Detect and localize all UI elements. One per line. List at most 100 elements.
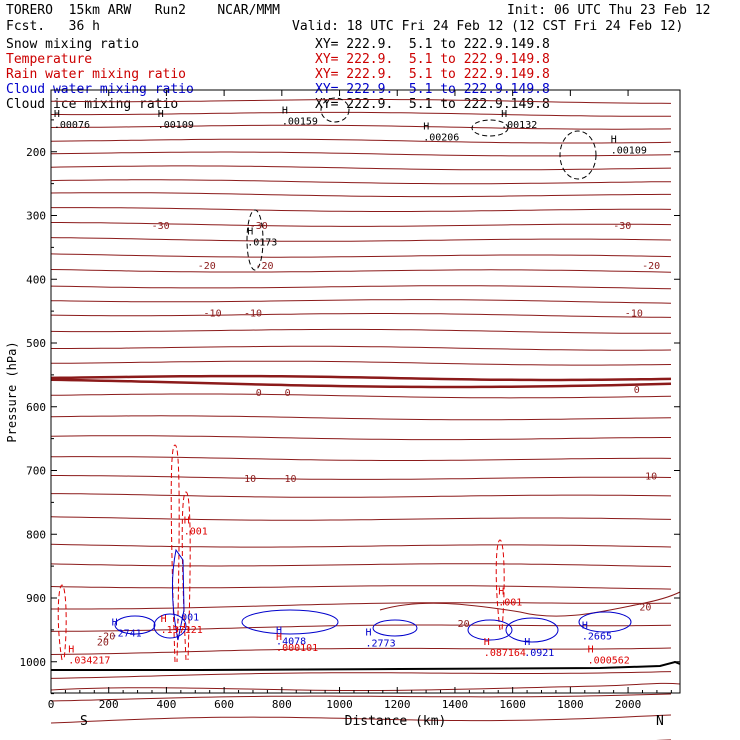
extremum-value: .00109 bbox=[611, 146, 647, 157]
isotherm-label: -30 bbox=[613, 221, 631, 232]
isotherm bbox=[50, 138, 672, 144]
x-tick-label: 800 bbox=[272, 698, 292, 711]
extremum-value: .000101 bbox=[276, 643, 318, 654]
isotherm bbox=[50, 624, 672, 632]
isotherm bbox=[51, 345, 672, 351]
x-tick-label: 1600 bbox=[499, 698, 526, 711]
isotherm bbox=[50, 192, 671, 198]
field-xy-rain: XY= 222.9. 5.1 to 222.9.149.8 bbox=[315, 67, 550, 82]
isotherm bbox=[50, 647, 672, 655]
rain-contour bbox=[495, 539, 505, 631]
contour-labels: -30 -30 -30 -20 -20 -20 -10 -10 -10 0 0 0 10 10 10 20 20… bbox=[54, 105, 660, 666]
isotherm bbox=[50, 313, 672, 318]
isotherm bbox=[50, 124, 672, 130]
extremum-marker: H bbox=[524, 637, 530, 648]
extremum-value: .087164 bbox=[484, 648, 526, 659]
extremum-value: .00076 bbox=[54, 120, 90, 131]
isotherm bbox=[51, 111, 672, 117]
x-tick-label: 400 bbox=[156, 698, 176, 711]
cloud-water-contour bbox=[578, 611, 632, 633]
isotherm-label: -20 bbox=[255, 261, 273, 272]
isotherm bbox=[50, 360, 672, 366]
extremum-value: .00109 bbox=[158, 120, 194, 131]
isotherm-label: -30 bbox=[152, 221, 170, 232]
isotherm bbox=[51, 207, 672, 212]
header-fcst: Fcst. 36 h bbox=[6, 19, 100, 34]
extremum-value: .2665 bbox=[582, 631, 612, 642]
snow-contour bbox=[320, 97, 350, 123]
isotherm-label: 20 bbox=[639, 602, 651, 613]
isotherm bbox=[50, 165, 672, 171]
end-label-south: S bbox=[80, 714, 88, 729]
cloud-water-contour bbox=[114, 615, 156, 635]
isotherm-label: 10 bbox=[645, 472, 657, 483]
isotherm bbox=[50, 253, 672, 258]
end-label-north: N bbox=[656, 714, 664, 729]
extremum-marker: H bbox=[501, 109, 507, 120]
terrain-line bbox=[51, 660, 681, 671]
y-tick-label: 800 bbox=[26, 528, 46, 541]
x-tick-label: 200 bbox=[99, 698, 119, 711]
isotherm bbox=[50, 585, 672, 590]
isotherm-label: -30 bbox=[250, 221, 268, 232]
extremum-marker: H bbox=[158, 109, 164, 120]
extremum-marker: H bbox=[498, 587, 504, 598]
x-tick-label: 0 bbox=[48, 698, 55, 711]
extremum-marker: H bbox=[588, 645, 594, 656]
x-axis-label: Distance (km) bbox=[345, 714, 447, 729]
extremum-value: .00159 bbox=[282, 116, 318, 127]
plot-frame bbox=[50, 89, 681, 694]
x-tick-label: 1800 bbox=[557, 698, 584, 711]
isotherm bbox=[50, 237, 672, 242]
y-tick-label: 1000 bbox=[20, 656, 47, 669]
extremum-marker: H bbox=[161, 614, 167, 625]
y-tick-label: 400 bbox=[26, 273, 46, 286]
field-name-cloud-ice: Cloud ice mixing ratio bbox=[6, 97, 179, 112]
extremum-value: .0921 bbox=[524, 648, 554, 659]
extremum-value: .001 bbox=[184, 526, 208, 537]
extremum-value: .034217 bbox=[68, 656, 110, 667]
rain-contour bbox=[181, 491, 191, 661]
extremum-marker: H bbox=[54, 109, 60, 120]
extremum-marker: H bbox=[247, 226, 253, 237]
extremum-marker: H bbox=[282, 105, 288, 116]
extremum-marker: H bbox=[276, 632, 282, 643]
isotherm bbox=[50, 328, 671, 334]
header-valid: Valid: 18 UTC Fri 24 Feb 12 (12 CST Fri … bbox=[292, 19, 684, 34]
isotherm bbox=[50, 693, 672, 702]
isotherm-label: 10 bbox=[284, 474, 296, 485]
x-tick-label: 2000 bbox=[615, 698, 642, 711]
isotherm bbox=[50, 516, 672, 521]
isotherm bbox=[51, 222, 672, 227]
extremum-value: -20 bbox=[97, 631, 115, 642]
isotherm bbox=[50, 435, 671, 441]
isotherm-label: 20 bbox=[458, 619, 470, 630]
isotherm-label: 0 bbox=[634, 385, 640, 396]
isotherm-boundary bbox=[50, 682, 681, 692]
precip-features bbox=[51, 97, 681, 671]
isotherm-label: 10 bbox=[244, 474, 256, 485]
isotherm bbox=[50, 415, 672, 421]
extremum-value: .2773 bbox=[366, 638, 396, 649]
y-tick-label: 900 bbox=[26, 592, 46, 605]
extremum-marker: H bbox=[184, 515, 190, 526]
isotherm-label: -20 bbox=[642, 261, 660, 272]
rain-contour bbox=[170, 444, 180, 663]
extremum-marker: H bbox=[484, 637, 490, 648]
field-name-temperature: Temperature bbox=[6, 52, 93, 67]
extremum-value: .0173 bbox=[247, 237, 277, 248]
isotherm bbox=[51, 475, 672, 480]
extremum-value: .00206 bbox=[423, 132, 459, 143]
isotherm bbox=[50, 299, 672, 304]
field-xy-snow: XY= 222.9. 5.1 to 222.9.149.8 bbox=[315, 37, 550, 52]
isotherm-label: -10 bbox=[625, 308, 643, 319]
extremum-value: .001 bbox=[175, 612, 199, 623]
extremum-marker: H bbox=[68, 645, 74, 656]
rain-contour bbox=[57, 584, 67, 661]
field-name-snow: Snow mixing ratio bbox=[6, 37, 140, 52]
isotherm bbox=[50, 285, 672, 290]
isotherm-label: -10 bbox=[244, 308, 262, 319]
extremum-marker: H bbox=[276, 626, 282, 637]
cloud-water-contour bbox=[372, 619, 418, 637]
extremum-marker: H bbox=[112, 617, 118, 628]
